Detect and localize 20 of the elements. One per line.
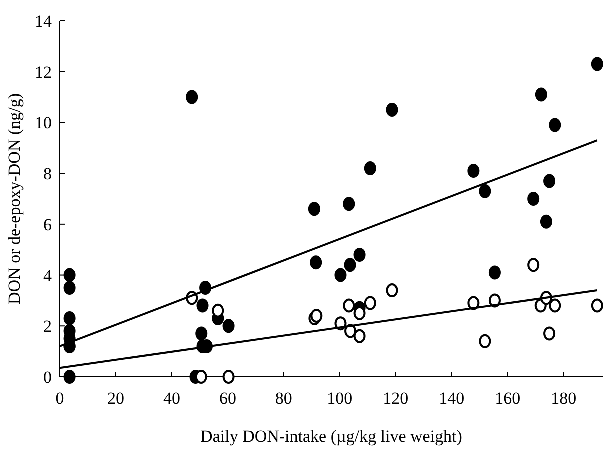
x-tick-label: 160 <box>495 389 521 408</box>
x-tick-label: 180 <box>551 389 577 408</box>
x-tick-label: 0 <box>56 389 64 408</box>
x-tick-label: 120 <box>383 389 409 408</box>
x-tick-label: 40 <box>163 389 180 408</box>
y-tick-label: 10 <box>35 114 52 133</box>
x-axis-title: Daily DON-intake (µg/kg live weight) <box>200 427 462 446</box>
y-tick-label: 14 <box>35 12 52 31</box>
x-tick-label: 60 <box>219 389 236 408</box>
y-tick-label: 12 <box>35 62 52 82</box>
y-tick-label: 8 <box>44 164 52 184</box>
x-tick-label: 100 <box>327 389 353 408</box>
y-tick-label: 2 <box>44 317 52 336</box>
x-tick-label: 20 <box>107 389 124 408</box>
y-tick-label: 0 <box>44 368 52 387</box>
y-axis-title: DON or de-epoxy-DON (ng/g) <box>5 93 24 305</box>
y-tick-label: 4 <box>44 266 52 286</box>
y-tick-label: 6 <box>44 215 52 234</box>
x-tick-label: 140 <box>439 389 465 408</box>
x-tick-label: 80 <box>275 389 292 408</box>
